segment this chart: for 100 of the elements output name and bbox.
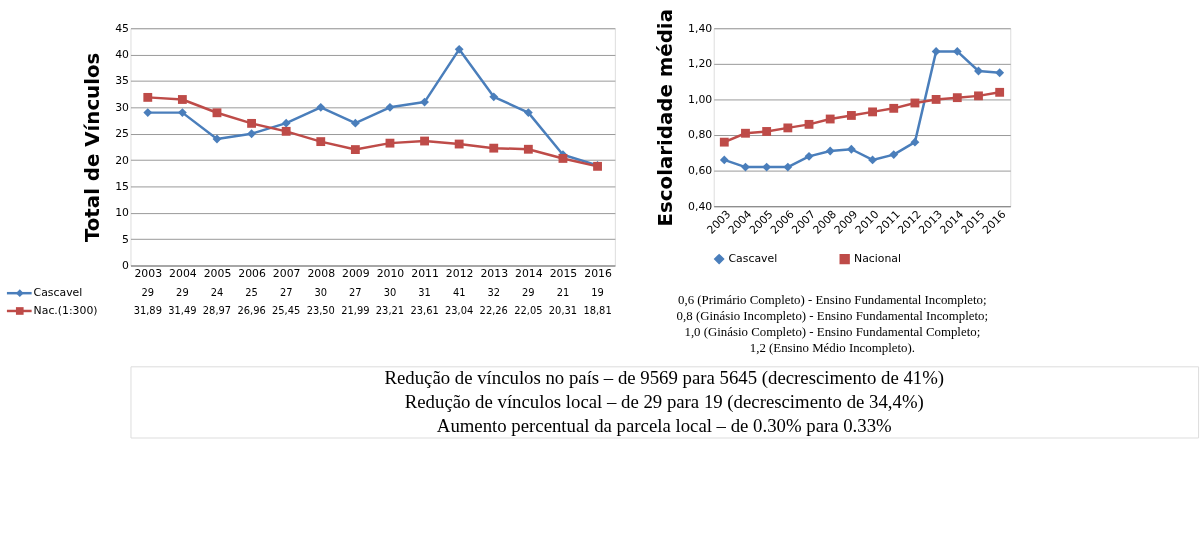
point (952, 46, 962, 56)
point (385, 102, 395, 112)
point (316, 137, 326, 147)
x-tick-label: 2014 (515, 266, 543, 280)
y-tick-label: 0 (122, 258, 130, 272)
point (931, 95, 941, 104)
data-label: 21,99 (341, 304, 370, 316)
point (143, 108, 153, 118)
point (350, 118, 360, 128)
point (719, 155, 729, 165)
y-tick-label: 0,80 (688, 128, 713, 142)
point (804, 151, 814, 161)
point (523, 144, 533, 154)
text: 1,0 (Ginásio Completo) - Ensino Fundamental Completo; (684, 324, 981, 339)
y-tick-label: 1,20 (688, 57, 713, 71)
data-label: 30 (314, 287, 328, 299)
point (825, 114, 835, 124)
data-label: 19 (591, 287, 604, 299)
data-label: 26,96 (237, 304, 266, 316)
point (846, 111, 856, 120)
legend-label: Nacional (854, 252, 902, 266)
point (889, 103, 899, 113)
x-tick-label: 2016 (584, 266, 612, 280)
point (454, 139, 464, 149)
point (281, 118, 291, 128)
data-label: 27 (349, 287, 362, 299)
legend-label: Cascavel (33, 286, 83, 300)
data-label: 31,49 (168, 304, 197, 316)
point (762, 127, 772, 136)
data-label: 20,31 (548, 304, 578, 316)
point (247, 118, 256, 128)
text: Redução de vínculos no país – de 9569 para 5645 (decrescimento de 41%) (384, 367, 945, 390)
point (247, 129, 256, 139)
point (316, 102, 326, 112)
point (974, 66, 983, 76)
y-tick-label: 5 (122, 232, 129, 246)
data-label: 41 (452, 287, 466, 299)
x-tick-label: 2007 (272, 266, 301, 280)
y-tick-label: 40 (115, 48, 130, 62)
point (889, 150, 899, 160)
point (177, 108, 187, 118)
x-tick-label: 2005 (203, 266, 232, 280)
point (995, 68, 1005, 78)
point (974, 91, 983, 101)
y-tick-label: 45 (115, 21, 129, 35)
data-label: 29 (522, 287, 535, 299)
point (489, 143, 499, 153)
x-tick-label: 2013 (480, 266, 509, 280)
x-tick-label: 2010 (376, 266, 405, 280)
data-label: 28,97 (202, 304, 232, 316)
point (420, 136, 429, 146)
data-label: 31 (418, 287, 431, 299)
text: Aumento percentual da parcela local – de 0.30% para 0.33% (436, 414, 892, 436)
y-tick-label: 1,00 (688, 92, 713, 106)
point (719, 137, 729, 147)
point (868, 155, 877, 165)
x-tick-label: 2003 (134, 266, 163, 280)
x-tick-label: 2012 (445, 266, 474, 280)
data-label: 18,81 (583, 304, 612, 316)
text: 0,6 (Primário Completo) - Ensino Fundamental Incompleto; (678, 293, 987, 308)
point (783, 162, 793, 172)
data-label: 32 (487, 287, 501, 299)
y-tick-label: 10 (115, 206, 130, 220)
y-tick-label: 30 (115, 100, 130, 114)
point (804, 119, 814, 129)
data-label: 25 (245, 287, 258, 299)
x-tick-label: 2006 (238, 266, 266, 280)
x-tick-label: 2004 (169, 266, 197, 280)
point (420, 97, 429, 107)
point (385, 138, 395, 148)
point (952, 93, 962, 103)
y-tick-label: 25 (115, 127, 129, 141)
text: 1,2 (Ensino Médio Incompleto). (749, 340, 915, 355)
y-tick-label: 0,40 (688, 199, 713, 213)
point (143, 92, 153, 102)
data-label: 22,05 (514, 304, 543, 316)
y-tick-label: 0,60 (688, 164, 713, 178)
point (489, 92, 499, 102)
point (558, 154, 568, 163)
y-axis-title: Total de Vínculos (81, 52, 105, 243)
data-label: 23,61 (410, 304, 439, 316)
point (212, 134, 222, 144)
data-label: 29 (141, 287, 155, 299)
y-tick-label: 1,40 (688, 21, 713, 35)
x-tick-label: 2009 (342, 266, 370, 280)
legend-label: Nac.(1:300) (33, 303, 98, 317)
x-tick-label: 2008 (307, 266, 336, 280)
point (825, 146, 835, 156)
point (212, 108, 222, 118)
text: Redução de vínculos local – de 29 para 19 (decrescimento de 34,4%) (404, 390, 924, 413)
data-label: 31,89 (133, 304, 162, 316)
point (868, 107, 877, 117)
data-label: 23,50 (306, 304, 335, 316)
y-tick-label: 15 (115, 179, 129, 193)
data-label: 23,21 (375, 304, 405, 316)
data-label: 25,45 (272, 304, 301, 316)
point (931, 46, 941, 56)
y-tick-label: 20 (115, 153, 130, 167)
y-tick-label: 35 (115, 74, 129, 88)
point (523, 108, 533, 118)
